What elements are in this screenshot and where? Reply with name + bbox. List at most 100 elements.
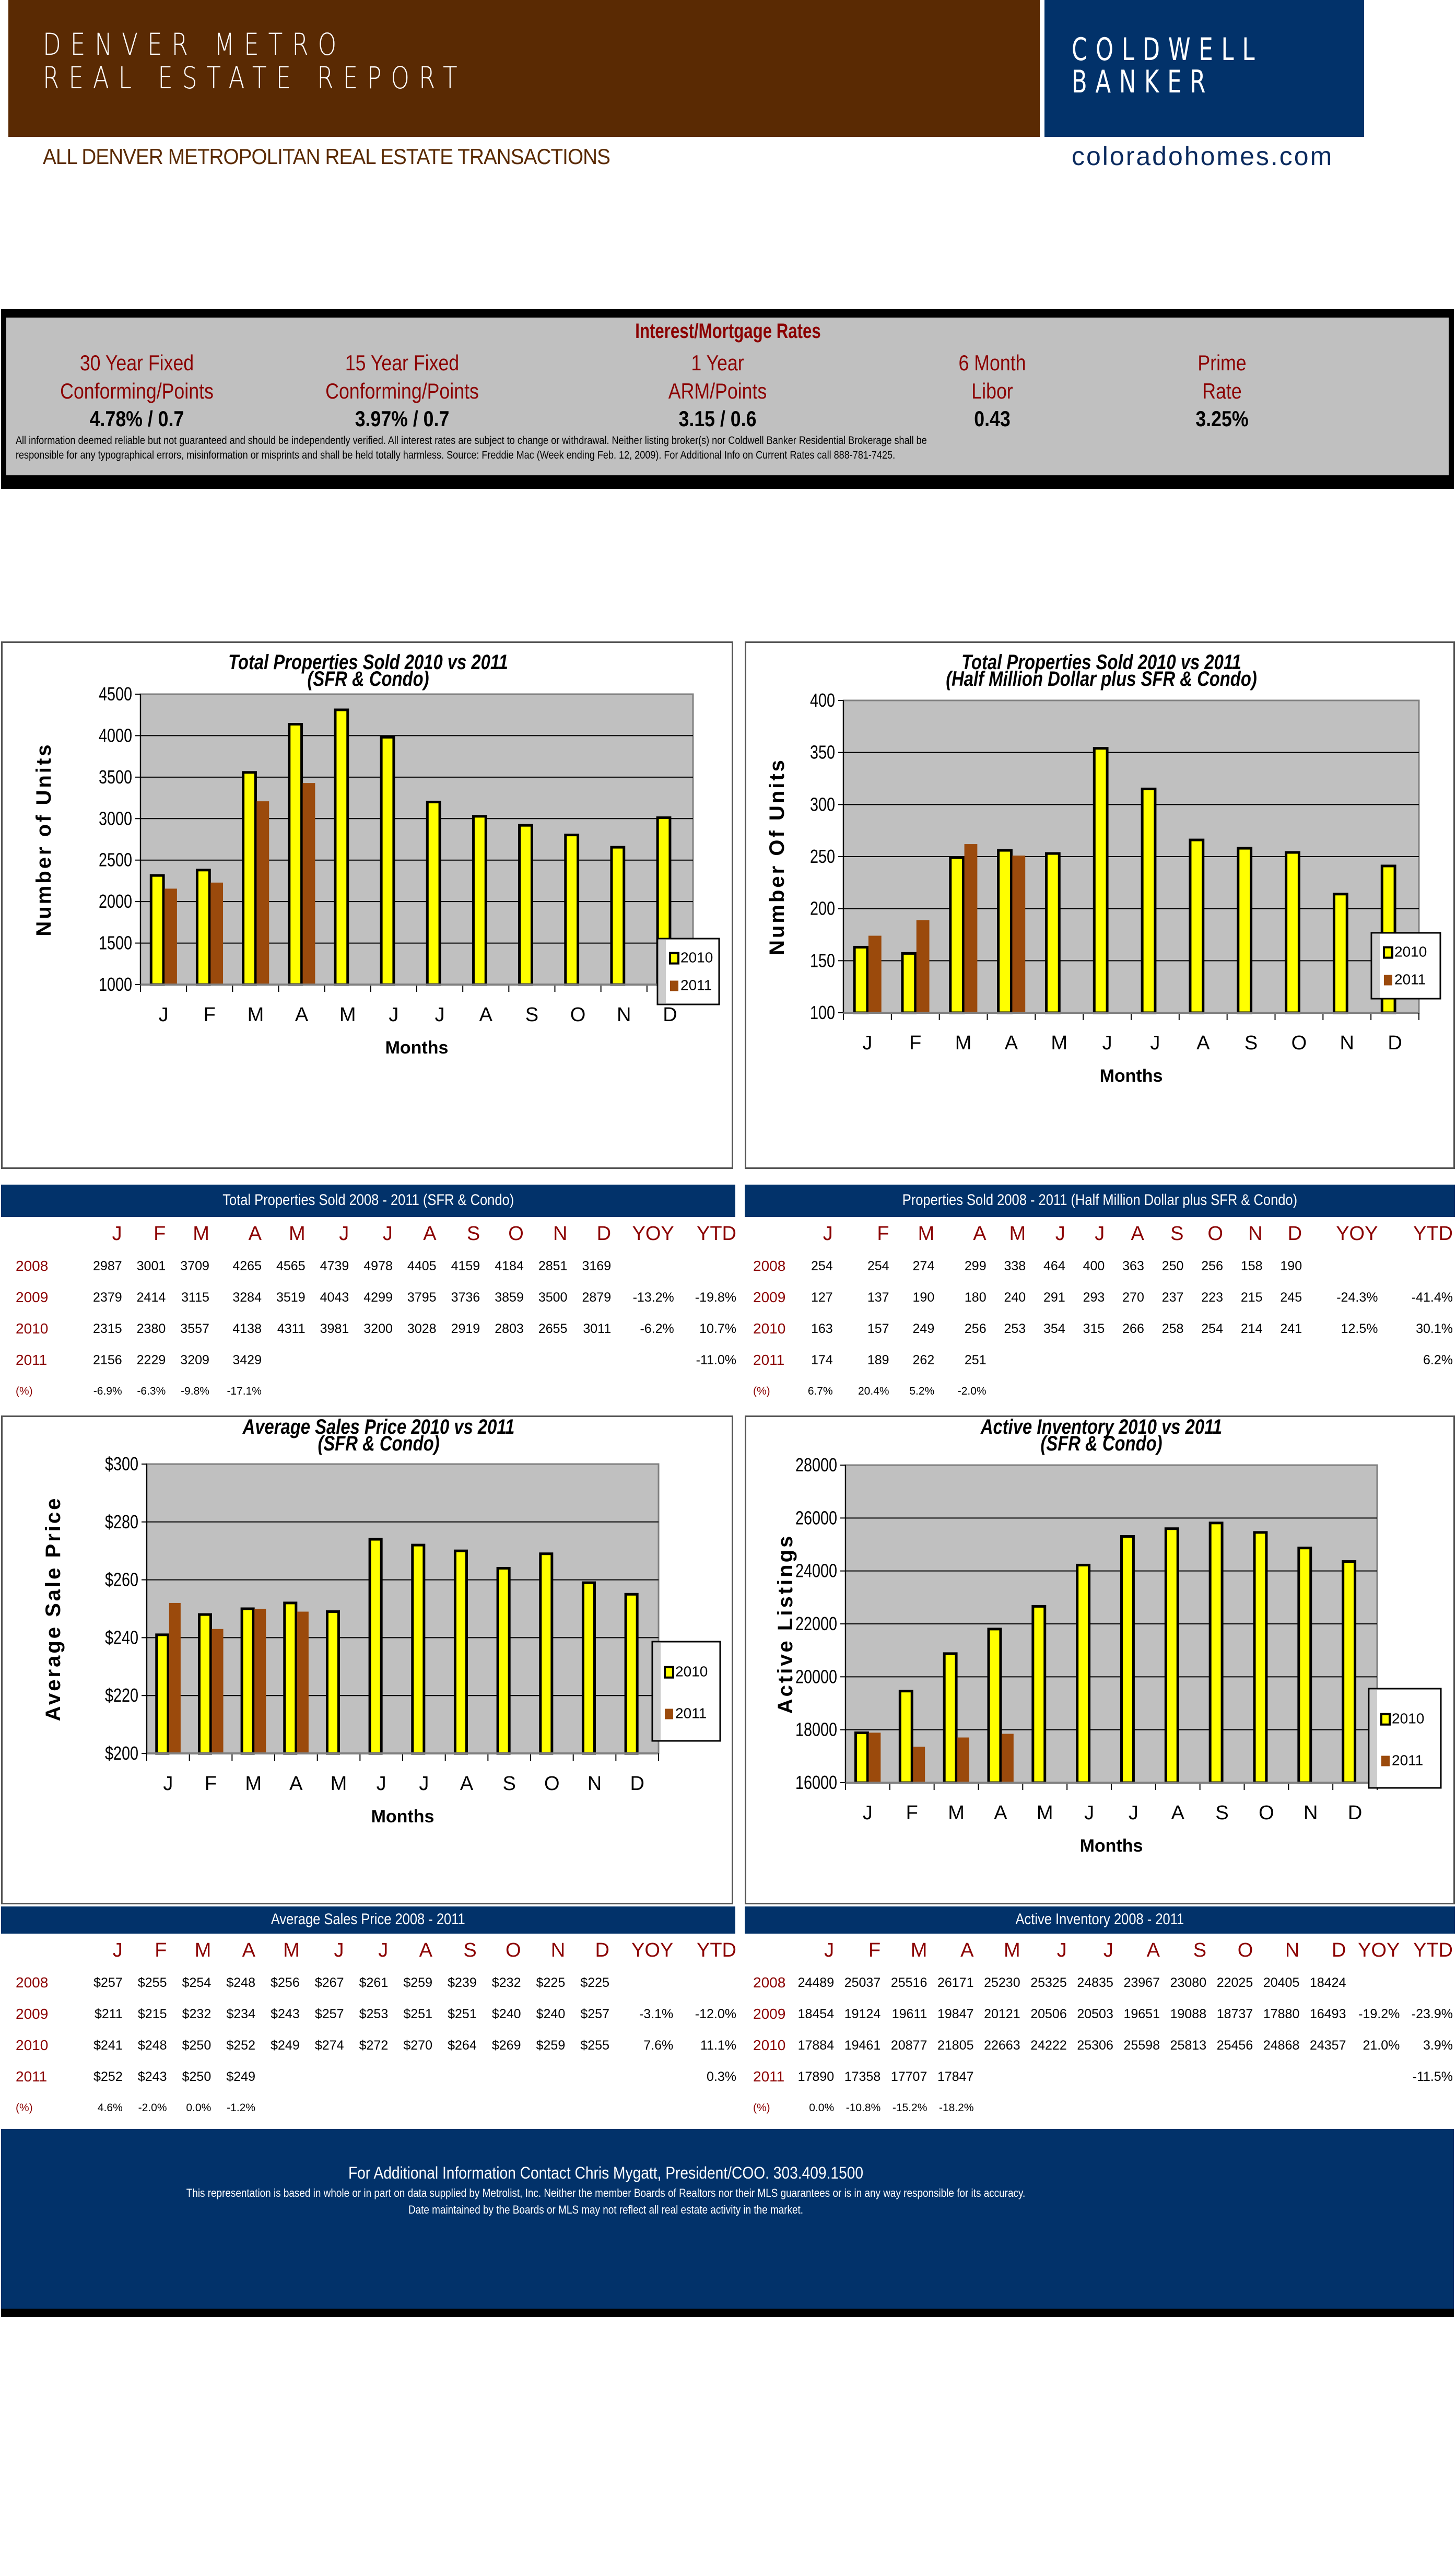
rate-value-0: 4.78% / 0.7	[89, 406, 184, 431]
bar-2011-0	[165, 888, 177, 985]
legend-box	[1368, 1688, 1442, 1789]
bar-2010-0	[149, 874, 165, 986]
table-cell: 0.3%	[707, 2069, 736, 2084]
table-cell: 24222	[1030, 2038, 1067, 2053]
table-cell	[1400, 1967, 1453, 1998]
table-cell	[1263, 1376, 1302, 1407]
website-link[interactable]: coloradohomes.com	[1072, 142, 1334, 171]
table-cell	[300, 2092, 344, 2124]
table-cell: 3209	[180, 1352, 209, 1367]
table-cell: -23.9%	[1411, 2006, 1453, 2021]
column-header: M	[288, 1222, 306, 1245]
table-cell: 254	[1201, 1321, 1223, 1336]
x-tick-label: J	[1150, 1032, 1160, 1054]
table-cell	[306, 1376, 349, 1407]
y-tick-label: 1500	[99, 932, 132, 953]
column-header: M	[194, 1939, 212, 1961]
table-cell	[567, 1344, 611, 1376]
x-tick-label: F	[906, 1802, 918, 1824]
table-cell	[609, 2092, 673, 2124]
table-row: (%) 6.7% 20.4% 5.2% -2.0%	[753, 1376, 1453, 1407]
column-header: S	[1170, 1222, 1184, 1245]
table-cell	[1183, 1376, 1223, 1407]
table-cell: 4159	[451, 1258, 480, 1273]
bar-2011-1	[212, 1629, 224, 1753]
table-cell	[300, 2061, 344, 2092]
bar-2010-11	[1342, 1560, 1357, 1784]
rates-title: Interest/Mortgage Rates	[635, 320, 821, 343]
footer	[1, 2129, 1454, 2317]
table-cell: 19088	[1170, 2006, 1207, 2021]
table-cell: 24489	[797, 1975, 835, 1990]
table-cell: 241	[1280, 1321, 1302, 1336]
row-label: 2009	[753, 1289, 786, 1305]
table-cell: 214	[1240, 1321, 1263, 1336]
rate-label-line2: Rate	[1202, 379, 1242, 403]
column-header: M	[193, 1222, 209, 1245]
table-row: 2011 $252 $243 $250 $249 0.3%	[16, 2061, 736, 2092]
chart-subtitle: (SFR & Condo)	[318, 1432, 439, 1455]
row-label: 2010	[16, 1320, 49, 1337]
table-cell: 293	[1083, 1290, 1105, 1305]
table-cell: 4299	[363, 1290, 393, 1305]
table-cell: -15.2%	[892, 2102, 927, 2114]
table-cell: 250	[1161, 1258, 1184, 1273]
table-cell: $240	[536, 2006, 566, 2021]
x-tick-label: J	[862, 1032, 872, 1054]
table-cell: 23080	[1170, 1975, 1207, 1990]
table-cell	[255, 2092, 300, 2124]
column-header: J	[1095, 1222, 1105, 1245]
table-cell: 3709	[180, 1258, 209, 1273]
bar-2010-7	[1164, 1527, 1179, 1784]
table-cell: -6.3%	[137, 1385, 166, 1397]
table-cell: 4.6%	[97, 2102, 123, 2114]
table-cell: 258	[1161, 1321, 1184, 1336]
table-cell	[437, 1344, 480, 1376]
x-tick-label: M	[948, 1802, 965, 1824]
chart-panel-inventory: Active Inventory 2010 vs 2011 (SFR & Cond…	[745, 1415, 1455, 1904]
column-header: A	[423, 1222, 437, 1245]
legend-swatch-2010	[669, 952, 679, 965]
table-cell: 3169	[582, 1258, 612, 1273]
table-cell: 4405	[407, 1258, 437, 1273]
table-header-row: J F M A M J J A S O N D YOY YTD	[16, 1217, 736, 1250]
table-row: 2009 127 137 190 180 240 291 293 270 237 223 215 245…	[753, 1282, 1453, 1313]
bar-2011-3	[1001, 1734, 1014, 1783]
table-cell	[262, 1344, 306, 1376]
table-cell: -3.1%	[639, 2006, 674, 2021]
table-cell: 2414	[136, 1290, 166, 1305]
table-cell: 19611	[891, 2006, 927, 2021]
y-tick-label: 4500	[99, 683, 132, 705]
table-cell: 251	[964, 1352, 987, 1367]
table-cell: 16493	[1309, 2006, 1346, 2021]
table-cell: $253	[359, 2006, 389, 2021]
table-cell: 256	[1201, 1258, 1223, 1273]
table-cell: 0.0%	[809, 2102, 835, 2114]
table-cell: 18737	[1216, 2006, 1253, 2021]
table-cell: 3519	[276, 1290, 306, 1305]
table-cell: 2803	[495, 1321, 524, 1336]
x-tick-label: S	[525, 1004, 538, 1026]
table-cell: 4138	[232, 1321, 262, 1336]
table-cell	[673, 2092, 736, 2124]
table-cell: 6.2%	[1423, 1352, 1453, 1367]
x-tick-label: A	[295, 1004, 309, 1026]
table-cell: 190	[912, 1290, 935, 1305]
table-cell: 12.5%	[1341, 1321, 1378, 1336]
table-cell: 6.7%	[807, 1385, 833, 1397]
column-header: A	[960, 1939, 974, 1961]
table-cell: 3200	[363, 1321, 393, 1336]
chart-title: Total Properties Sold 2010 vs 2011	[228, 650, 508, 674]
table-cell: 256	[964, 1321, 987, 1336]
x-axis-label: Months	[385, 1038, 449, 1058]
bar-2011-1	[210, 882, 224, 985]
table-cell	[609, 1967, 673, 1998]
chart-legend: 2010 2011	[1368, 1688, 1442, 1789]
row-label: (%)	[753, 1385, 770, 1397]
row-label: 2010	[753, 1320, 786, 1337]
column-header: J	[1055, 1222, 1065, 1245]
x-tick-label: M	[331, 1773, 347, 1795]
bar-2010-8	[496, 1566, 511, 1755]
bar-2010-1	[195, 869, 211, 986]
table-cell	[432, 2092, 477, 2124]
